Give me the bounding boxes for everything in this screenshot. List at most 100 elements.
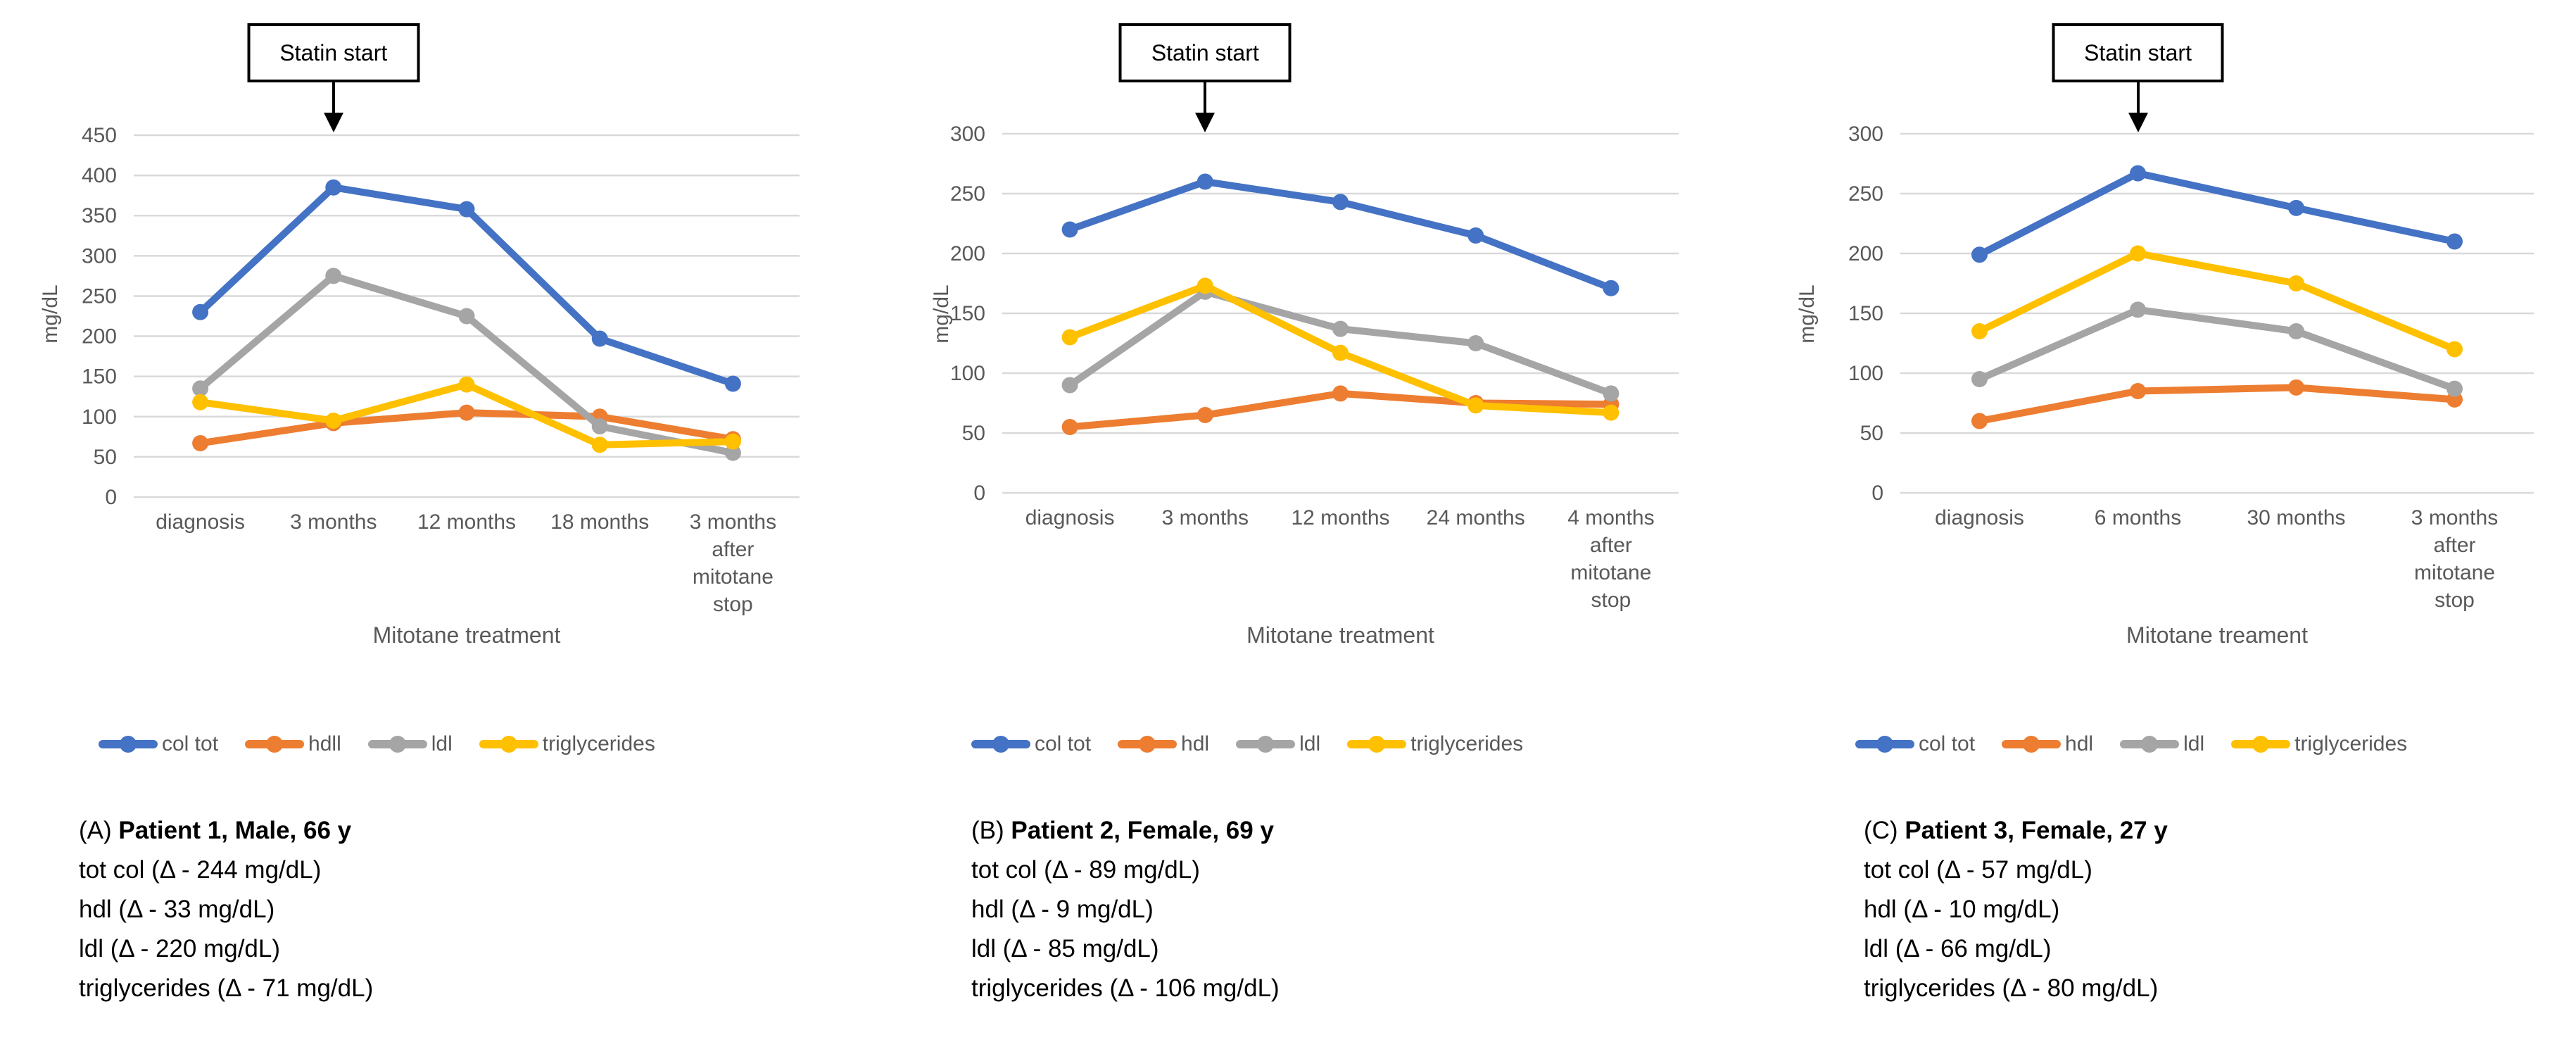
caption-patient: Patient 2, Female, 69 y	[1011, 817, 1274, 844]
y-axis-tick-label: 100	[950, 362, 985, 385]
y-axis-tick-label: 200	[950, 242, 985, 265]
legend-label: triglycerides	[542, 732, 655, 755]
y-axis-tick-label: 350	[82, 204, 117, 227]
data-point-marker	[1603, 404, 1620, 421]
y-axis-tick-label: 250	[82, 284, 117, 308]
statin-arrow	[2136, 80, 2140, 113]
y-axis-tick-label: 150	[82, 365, 117, 389]
series-line	[1978, 250, 2456, 353]
caption-patient: Patient 3, Female, 27 y	[1905, 817, 2168, 844]
legend-item: ldl	[1236, 732, 1320, 756]
data-point-marker	[1603, 280, 1620, 296]
caption-heading: (C) Patient 3, Female, 27 y	[1864, 811, 2168, 851]
legend-b: col tot hdl ldl triglycerides	[971, 732, 1550, 756]
caption-a: (A) Patient 1, Male, 66 y tot col (Δ - 2…	[79, 811, 373, 1008]
x-axis-tick-label: diagnosis	[1025, 506, 1115, 529]
y-axis-tick-label: 100	[82, 406, 117, 429]
y-axis-tick-label: 250	[1848, 182, 1883, 206]
x-axis-tick-label: 24 months	[1426, 506, 1525, 529]
statin-arrow	[1204, 80, 1207, 113]
y-axis-tick-label: 300	[1848, 123, 1883, 146]
data-point-marker	[458, 308, 475, 325]
x-axis-tick-label: 3 months after mitotane stop	[689, 510, 777, 616]
statin-start-label: Statin start	[2084, 40, 2192, 65]
legend-label: hdl	[1181, 732, 1210, 755]
caption-line: ldl (Δ - 220 mg/dL)	[79, 935, 280, 962]
data-point-marker	[1061, 419, 1078, 435]
x-axis-tick-label: 3 months	[1161, 506, 1249, 529]
caption-b: (B) Patient 2, Female, 69 y tot col (Δ -…	[971, 811, 1280, 1008]
x-axis-tick-label: 30 months	[2247, 506, 2346, 529]
legend-label: triglycerides	[2294, 732, 2408, 755]
line-marker-icon	[479, 736, 538, 753]
line-marker-icon	[2231, 736, 2291, 753]
y-axis-tick-label: 0	[105, 486, 117, 509]
y-axis-tick-label: 0	[1871, 482, 1883, 505]
data-point-marker	[2446, 233, 2463, 250]
x-axis-tick-label: 12 months	[1291, 506, 1390, 529]
line-marker-icon	[245, 736, 305, 753]
data-point-marker	[1061, 221, 1078, 238]
caption-line: triglycerides (Δ - 106 mg/dL)	[971, 974, 1280, 1002]
y-axis-tick-label: 200	[82, 325, 117, 349]
data-point-marker	[1467, 227, 1484, 244]
legend-item: hdl	[1118, 732, 1209, 756]
data-point-marker	[458, 201, 475, 218]
caption-c: (C) Patient 3, Female, 27 y tot col (Δ -…	[1864, 811, 2168, 1008]
y-axis-tick-label: 0	[973, 482, 985, 505]
data-point-marker	[591, 330, 608, 347]
data-point-marker	[458, 376, 475, 393]
line-marker-icon	[1855, 736, 1914, 753]
data-point-marker	[2130, 245, 2146, 262]
caption-line: hdl (Δ - 9 mg/dL)	[971, 896, 1154, 923]
legend-label: ldl	[431, 732, 453, 755]
x-axis-title: Mitotane treament	[2126, 622, 2308, 648]
caption-line: hdl (Δ - 33 mg/dL)	[79, 896, 275, 923]
x-axis-tick-label: 3 months after mitotane stop	[2411, 506, 2499, 612]
caption-line: ldl (Δ - 85 mg/dL)	[971, 935, 1159, 962]
caption-heading: (B) Patient 2, Female, 69 y	[971, 811, 1280, 851]
statin-start-label: Statin start	[1151, 40, 1259, 65]
y-axis-tick-label: 250	[950, 182, 985, 206]
data-point-marker	[1467, 397, 1484, 414]
data-point-marker	[192, 434, 209, 451]
data-point-marker	[1971, 371, 1988, 387]
statin-arrow	[332, 80, 335, 113]
data-point-marker	[1467, 335, 1484, 351]
data-point-marker	[1061, 329, 1078, 346]
chart-panel-a: Statin start 0 50 100 150 200 250 300 350 400 450…	[0, 0, 859, 1054]
chart-area-a: 0 50 100 150 200 250 300 350 400 450 mg/dL diagno…	[0, 0, 859, 1054]
legend-label: hdl	[2065, 732, 2094, 755]
caption-line: tot col (Δ - 244 mg/dL)	[79, 856, 322, 884]
caption-panel-letter: (C)	[1864, 817, 1905, 844]
data-point-marker	[325, 179, 342, 196]
caption-panel-letter: (A)	[79, 817, 119, 844]
data-point-marker	[1061, 377, 1078, 394]
series-line	[1978, 384, 2455, 425]
legend-label: col tot	[1919, 732, 1976, 755]
data-point-marker	[2130, 301, 2146, 318]
y-axis-tick-label: 400	[82, 164, 117, 187]
statin-start-box: Statin start	[2052, 23, 2224, 82]
data-point-marker	[325, 412, 342, 429]
line-marker-icon	[367, 736, 427, 753]
data-point-marker	[724, 433, 741, 450]
caption-heading: (A) Patient 1, Male, 66 y	[79, 811, 373, 851]
line-marker-icon	[2002, 736, 2062, 753]
line-chart-b: 0 50 100 150 200 250 300	[950, 123, 1679, 505]
data-point-marker	[2130, 165, 2146, 182]
x-axis-tick-label: diagnosis	[1935, 506, 2024, 529]
legend-item: triglycerides	[479, 732, 655, 756]
legend-label: ldl	[1299, 732, 1321, 755]
y-axis-tick-label: 450	[82, 124, 117, 147]
line-marker-icon	[1236, 736, 1296, 753]
y-axis-title: mg/dL	[39, 284, 62, 344]
y-axis-title: mg/dL	[1795, 284, 1819, 344]
line-marker-icon	[971, 736, 1030, 753]
y-axis-tick-label: 200	[1848, 242, 1883, 265]
data-point-marker	[2288, 323, 2304, 339]
data-point-marker	[591, 437, 608, 453]
legend-a: col tot hdll ldl triglycerides	[99, 732, 682, 756]
legend-label: ldl	[2183, 732, 2205, 755]
